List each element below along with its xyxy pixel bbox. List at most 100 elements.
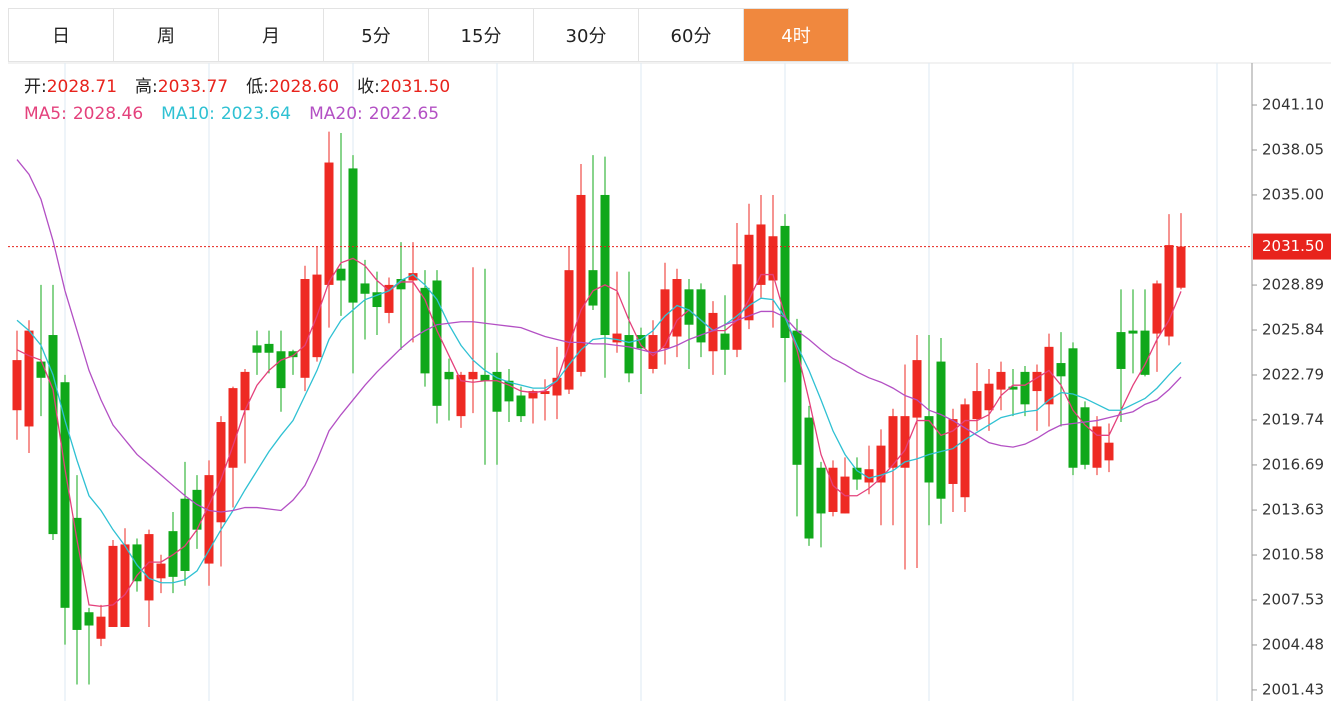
candle-body <box>1080 407 1090 465</box>
candle-body <box>48 335 58 535</box>
candle-body <box>936 361 946 499</box>
candle-body <box>108 545 118 627</box>
candle-body <box>1152 283 1162 334</box>
candle-body <box>576 194 586 372</box>
last-price-box <box>1253 233 1331 260</box>
ohlc-label: 高: <box>135 77 158 97</box>
candle-body <box>792 330 802 465</box>
candle-body <box>684 289 694 325</box>
candle-body <box>972 391 982 420</box>
candle-body <box>744 234 754 321</box>
ma-line <box>16 257 1182 607</box>
candle-body <box>456 374 466 417</box>
candle-body <box>876 445 886 483</box>
candle-body <box>828 467 838 512</box>
candle-body <box>540 391 550 395</box>
candle-body <box>636 335 646 349</box>
legend-name: MA20: <box>309 104 363 124</box>
period-tab[interactable]: 30分 <box>534 9 639 61</box>
y-tick-label: 2022.79 <box>1262 365 1324 383</box>
candle-body <box>1044 346 1054 405</box>
candle-body <box>492 371 502 412</box>
candle-body <box>12 360 22 411</box>
period-tab[interactable]: 60分 <box>639 9 744 61</box>
period-tab[interactable]: 日 <box>9 9 114 61</box>
candle-body <box>984 383 994 411</box>
candle-body <box>672 279 682 337</box>
y-tick-label: 2019.74 <box>1262 410 1324 428</box>
candle-body <box>960 404 970 498</box>
candle-body <box>924 416 934 483</box>
candle-body <box>864 469 874 483</box>
ma-legend: MA5: 2028.46 MA10: 2023.64 MA20: 2022.65 <box>24 104 439 124</box>
period-tab[interactable]: 4时 <box>744 9 849 61</box>
legend-name: MA10: <box>161 104 215 124</box>
period-tab[interactable]: 15分 <box>429 9 534 61</box>
candle-body <box>648 335 658 369</box>
candle-body <box>1020 371 1030 405</box>
candle-body <box>60 382 70 608</box>
candle-body <box>300 279 310 378</box>
period-tabs: 日周月 5分 15分 30分 60分 4时 <box>8 8 849 62</box>
legend-value: 2022.65 <box>369 104 439 124</box>
last-price-label: 2031.50 <box>1262 237 1324 255</box>
period-tab[interactable]: 月 <box>219 9 324 61</box>
candle-body <box>852 467 862 480</box>
ohlc-value: 2033.77 <box>158 77 228 97</box>
candle-body <box>288 351 298 358</box>
ohlc-label: 开: <box>24 77 47 97</box>
candle-body <box>1164 245 1174 337</box>
candle-body <box>1008 386 1018 390</box>
candle-body <box>132 544 142 582</box>
y-tick-label: 2007.53 <box>1262 590 1324 608</box>
candle-body <box>1032 371 1042 392</box>
candle-body <box>600 194 610 336</box>
candle-body <box>348 168 358 303</box>
ohlc-value: 2028.71 <box>47 77 117 97</box>
candle-body <box>276 351 286 389</box>
candle-body <box>1068 348 1078 468</box>
y-tick-label: 2025.84 <box>1262 321 1324 339</box>
y-tick-label: 2038.05 <box>1262 140 1324 158</box>
candle-body <box>660 289 670 349</box>
ohlc-label: 收: <box>357 77 380 97</box>
candle-body <box>84 612 94 626</box>
period-tab[interactable]: 5分 <box>324 9 429 61</box>
candle-body <box>756 224 766 285</box>
candle-body <box>432 280 442 406</box>
legend-value: 2023.64 <box>221 104 291 124</box>
y-tick-label: 2004.48 <box>1262 635 1324 653</box>
candle-body <box>72 517 82 630</box>
candle-body <box>192 489 202 530</box>
y-tick-label: 2028.89 <box>1262 276 1324 294</box>
legend-name: MA5: <box>24 104 67 124</box>
candle-body <box>948 419 958 484</box>
candle-body <box>156 563 166 579</box>
candle-body <box>1056 363 1066 377</box>
candle-body <box>768 236 778 281</box>
candle-body <box>1128 330 1138 334</box>
y-tick-label: 2013.63 <box>1262 501 1324 519</box>
y-tick-label: 2010.58 <box>1262 546 1324 564</box>
ma-line <box>16 159 1182 513</box>
y-tick-label: 2001.43 <box>1262 680 1324 698</box>
candle-body <box>384 284 394 313</box>
candle-body <box>228 388 238 468</box>
candle-body <box>912 360 922 418</box>
candle-body <box>240 371 250 411</box>
candle-body <box>708 312 718 352</box>
candle-body <box>1092 426 1102 468</box>
ohlc-label: 低: <box>246 77 269 97</box>
candle-body <box>564 270 574 390</box>
candle-body <box>996 371 1006 390</box>
candle-body <box>1116 332 1126 369</box>
candle-body <box>624 335 634 374</box>
ohlc-value: 2031.50 <box>380 77 450 97</box>
candle-body <box>888 416 898 468</box>
candle-body <box>1140 330 1150 375</box>
candle-body <box>720 333 730 350</box>
candle-body <box>816 467 826 514</box>
period-tab[interactable]: 周 <box>114 9 219 61</box>
